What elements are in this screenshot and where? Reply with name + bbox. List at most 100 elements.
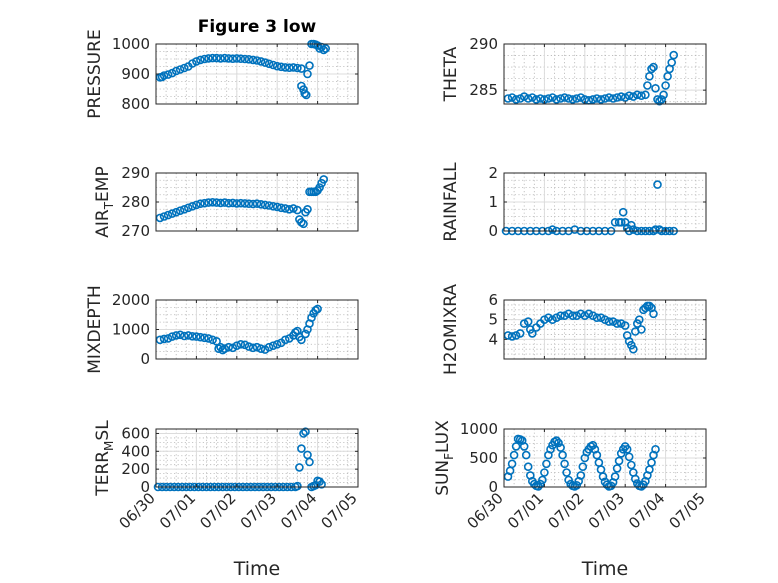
data-point: [240, 340, 250, 350]
data-point: [260, 58, 270, 67]
data-point: [180, 205, 189, 214]
data-point: [523, 317, 533, 326]
data-point: [167, 209, 177, 218]
data-point: [159, 71, 169, 80]
data-point: [645, 301, 654, 311]
data-point: [212, 53, 221, 63]
data-point: [659, 90, 668, 100]
data-point: [624, 91, 634, 100]
data-point: [548, 93, 557, 102]
x-tick-label: 07/04: [277, 489, 320, 532]
data-point: [507, 332, 517, 341]
data-point: [295, 463, 304, 472]
data-point: [232, 199, 242, 208]
y-axis-label: RAINFALL: [441, 162, 461, 242]
data-point: [264, 59, 274, 69]
data-point: [293, 205, 302, 215]
data-point: [507, 459, 517, 469]
data-point: [544, 94, 553, 103]
data-point: [669, 50, 679, 60]
data-point: [240, 54, 250, 64]
y-axis-label: AIRTEMP: [93, 166, 116, 237]
data-point: [556, 311, 565, 321]
data-point: [305, 61, 314, 70]
y-axis-label: THETA: [441, 46, 461, 102]
data-point: [515, 94, 525, 103]
data-point: [596, 95, 606, 104]
data-point: [244, 342, 254, 351]
data-point: [289, 204, 298, 213]
data-point: [260, 200, 270, 210]
data-point: [515, 329, 525, 338]
data-point: [540, 468, 549, 477]
data-point: [204, 198, 213, 207]
data-point: [576, 93, 586, 102]
data-point: [192, 332, 201, 341]
data-point: [604, 93, 614, 102]
data-point: [580, 311, 590, 321]
y-tick-label: 0: [488, 478, 498, 496]
data-point: [216, 198, 225, 208]
y-tick-label: 600: [121, 424, 150, 442]
panel-theta: 285 290 THETA: [441, 35, 707, 106]
data-point: [552, 436, 561, 445]
data-point: [527, 93, 537, 102]
data-point: [643, 81, 652, 90]
data-point: [297, 64, 306, 73]
data-point: [196, 199, 205, 208]
data-point: [596, 465, 606, 474]
y-tick-label: 4: [488, 330, 498, 348]
data-point: [276, 62, 286, 72]
data-point: [610, 218, 620, 227]
data-point: [272, 339, 282, 349]
data-point: [511, 331, 521, 340]
data-point: [248, 55, 258, 65]
data-point: [256, 200, 266, 209]
data-point: [224, 54, 233, 63]
axes-box: [503, 299, 707, 360]
data-point: [568, 95, 578, 104]
data-point: [256, 57, 266, 66]
data-point: [564, 309, 573, 319]
data-point: [299, 219, 308, 229]
data-point: [208, 53, 217, 63]
data-point: [527, 329, 537, 338]
data-point: [576, 471, 586, 480]
data-point: [220, 344, 229, 354]
data-point: [228, 198, 238, 208]
panel-pressure: 800 900 1000 PRESSURE: [85, 29, 359, 119]
data-point: [622, 444, 632, 454]
data-point: [548, 225, 557, 234]
data-point: [616, 92, 626, 101]
data-point: [192, 57, 201, 66]
data-point: [542, 459, 551, 469]
data-point: [556, 94, 565, 103]
y-tick-label: 900: [121, 65, 150, 83]
data-point: [637, 91, 646, 100]
data-point: [244, 199, 254, 208]
data-point: [608, 94, 618, 103]
data-point: [552, 95, 561, 104]
data-point: [319, 45, 329, 55]
axes-box: [503, 43, 707, 105]
data-point: [244, 54, 254, 64]
y-tick-label: 1000: [460, 420, 498, 438]
data-point: [628, 92, 638, 101]
data-point: [519, 92, 529, 101]
data-point: [616, 218, 626, 227]
data-point: [572, 94, 582, 103]
x-tick-label: 07/05: [318, 489, 361, 532]
data-point: [560, 93, 569, 102]
data-point: [171, 331, 181, 340]
data-point: [208, 335, 217, 345]
data-point: [180, 331, 189, 341]
data-point: [614, 456, 624, 466]
data-point: [628, 225, 638, 234]
y-tick-label: 1: [488, 193, 498, 211]
data-point: [612, 319, 622, 328]
data-point: [564, 475, 573, 485]
data-point: [552, 313, 561, 323]
y-tick-label: 5: [488, 311, 498, 329]
data-point: [248, 199, 258, 209]
data-point: [232, 341, 242, 351]
